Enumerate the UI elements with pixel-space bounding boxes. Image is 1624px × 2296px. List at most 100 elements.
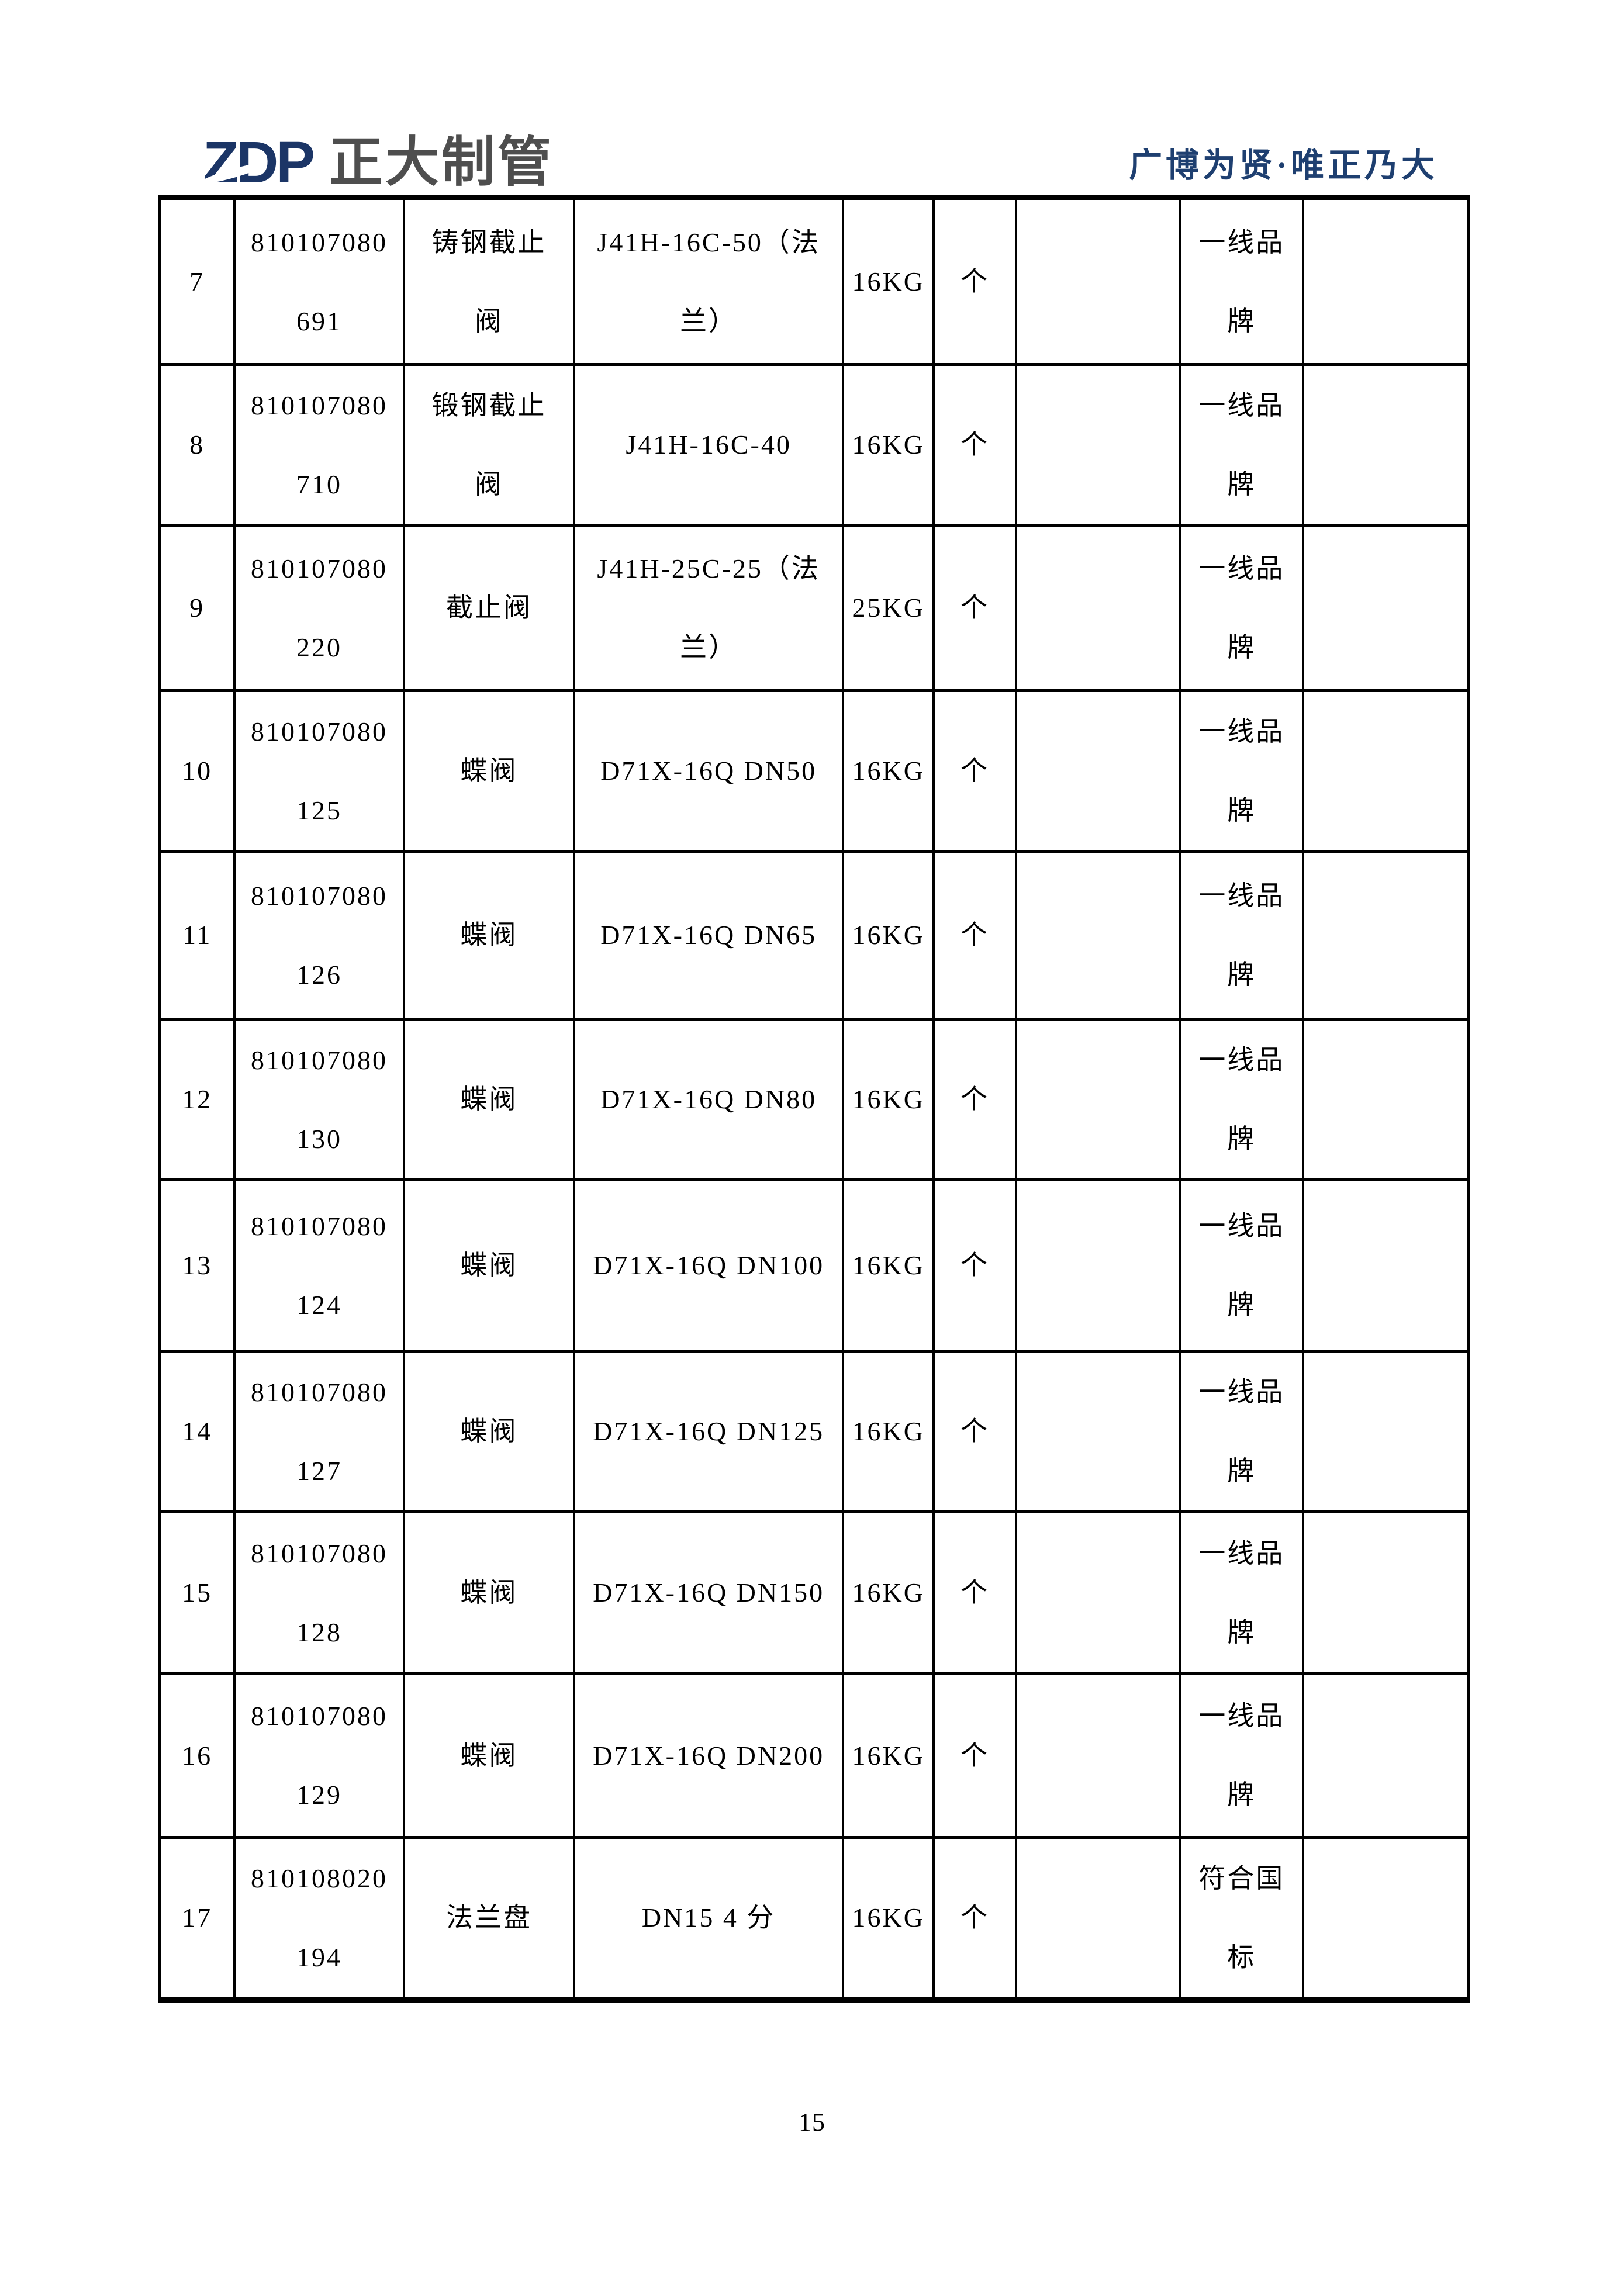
row-number-cell-text: 8	[189, 430, 205, 459]
spec-cell: D71X-16Q DN80	[573, 1017, 845, 1181]
brand-requirement-cell-text: 一线品	[1198, 880, 1285, 911]
pressure-rating-cell-text: 16KG	[852, 1578, 925, 1607]
material-code-cell-text: 810107080	[250, 1377, 388, 1407]
empty-cell-1	[1014, 362, 1181, 527]
brand-requirement-cell-text: 牌	[1227, 632, 1256, 662]
material-code-cell-text: 127	[296, 1455, 342, 1486]
brand-requirement-cell-text: 标	[1227, 1942, 1256, 1972]
item-name-cell: 铸钢截止阀	[402, 196, 576, 366]
empty-cell-1	[1014, 1835, 1181, 2001]
unit-cell: 个	[932, 1017, 1017, 1181]
item-name-cell-text: 蝶阀	[460, 920, 518, 950]
material-code-cell-text: 129	[296, 1780, 342, 1810]
unit-cell: 个	[932, 689, 1017, 853]
material-code-cell-text: 810107080	[250, 553, 388, 583]
empty-cell-2	[1302, 1017, 1470, 1181]
empty-cell-2	[1302, 362, 1470, 527]
item-name-cell-text: 蝶阀	[460, 1578, 518, 1607]
brand-requirement-cell: 一线品牌	[1179, 1349, 1305, 1513]
pressure-rating-cell-text: 25KG	[852, 593, 925, 623]
empty-cell-1	[1014, 196, 1181, 366]
brand-requirement-cell: 一线品牌	[1179, 196, 1305, 366]
spec-cell: D71X-16Q DN65	[573, 849, 845, 1021]
brand-requirement-cell: 一线品牌	[1179, 1510, 1305, 1675]
brand-requirement-cell: 一线品牌	[1179, 1017, 1305, 1181]
brand-requirement-cell-text: 牌	[1227, 1289, 1256, 1320]
item-name-cell: 蝶阀	[402, 1017, 576, 1181]
item-name-cell-text: 截止阀	[445, 593, 532, 623]
table-row: 15 810107080 128 蝶阀 D71X-16Q DN150 16KG 个 一线品牌	[158, 1510, 1470, 1675]
spec-cell-text: DN15 4 分	[641, 1903, 776, 1932]
material-code-cell: 810107080 129	[233, 1672, 405, 1839]
spec-cell: D71X-16Q DN125	[573, 1349, 845, 1513]
item-name-cell-text: 阀	[474, 306, 503, 336]
brand-requirement-cell-text: 一线品	[1198, 1538, 1285, 1568]
unit-cell: 个	[932, 362, 1017, 527]
empty-cell-2	[1302, 1178, 1470, 1353]
empty-cell-1	[1014, 689, 1181, 853]
brand-requirement-cell-text: 一线品	[1198, 1211, 1285, 1241]
spec-cell: J41H-16C-40	[573, 362, 845, 527]
item-name-cell-text: 蝶阀	[460, 1740, 518, 1771]
brand-requirement-cell: 一线品牌	[1179, 689, 1305, 853]
row-number-cell: 8	[158, 362, 236, 527]
brand-requirement-cell: 一线品牌	[1179, 849, 1305, 1021]
unit-cell: 个	[932, 849, 1017, 1021]
brand-requirement-cell: 一线品牌	[1179, 362, 1305, 527]
item-name-cell: 蝶阀	[402, 1178, 576, 1353]
material-code-cell: 810107080 710	[233, 362, 405, 527]
spec-cell-text: D71X-16Q DN125	[593, 1416, 825, 1446]
empty-cell-2	[1302, 523, 1470, 692]
row-number-cell-text: 12	[182, 1084, 213, 1114]
unit-cell-text: 个	[960, 1250, 989, 1280]
spec-cell-text: J41H-25C-25（法	[597, 553, 820, 583]
table-row: 11 810107080 126 蝶阀 D71X-16Q DN65 16KG 个 一线品牌	[158, 849, 1470, 1021]
item-name-cell: 锻钢截止阀	[402, 362, 576, 527]
row-number-cell-text: 15	[182, 1578, 213, 1607]
unit-cell-text: 个	[960, 593, 989, 623]
row-number-cell-text: 16	[182, 1740, 213, 1771]
pressure-rating-cell-text: 16KG	[852, 267, 925, 297]
material-code-cell-text: 130	[296, 1123, 342, 1154]
pressure-rating-cell-text: 16KG	[852, 1084, 925, 1114]
material-code-cell-text: 691	[296, 306, 342, 336]
spec-cell-text: J41H-16C-50（法	[597, 227, 820, 257]
unit-cell-text: 个	[960, 1578, 989, 1607]
spec-cell: D71X-16Q DN200	[573, 1672, 845, 1839]
spec-cell: D71X-16Q DN100	[573, 1178, 845, 1353]
empty-cell-2	[1302, 1349, 1470, 1513]
page-header: ZDP 正大制管 广博为贤·唯正乃大	[0, 0, 1624, 195]
table-row: 9 810107080 220 截止阀 J41H-25C-25（法 兰） 25KG 个一线品牌	[158, 523, 1470, 692]
pressure-rating-cell: 16KG	[842, 1178, 935, 1353]
unit-cell: 个	[932, 1672, 1017, 1839]
item-name-cell: 蝶阀	[402, 1349, 576, 1513]
pressure-rating-cell-text: 16KG	[852, 756, 925, 786]
row-number-cell: 17	[158, 1835, 236, 2001]
material-code-cell: 810107080 220	[233, 523, 405, 692]
unit-cell-text: 个	[960, 267, 989, 297]
empty-cell-1	[1014, 849, 1181, 1021]
material-code-cell-text: 126	[296, 959, 342, 990]
material-code-cell-text: 125	[296, 795, 342, 825]
pressure-rating-cell-text: 16KG	[852, 1740, 925, 1771]
brand-requirement-cell-text: 牌	[1227, 795, 1256, 825]
item-name-cell: 截止阀	[402, 523, 576, 692]
unit-cell: 个	[932, 196, 1017, 366]
brand-requirement-cell-text: 牌	[1227, 306, 1256, 336]
brand-requirement-cell-text: 牌	[1227, 1123, 1256, 1154]
empty-cell-1	[1014, 523, 1181, 692]
table-row: 7 810107080 691 铸钢截止阀 J41H-16C-50（法 兰） 16KG 个一线…	[158, 196, 1470, 366]
material-code-cell-text: 810108020	[250, 1863, 388, 1893]
row-number-cell-text: 13	[182, 1250, 213, 1280]
material-code-cell: 810107080 128	[233, 1510, 405, 1675]
pressure-rating-cell: 16KG	[842, 689, 935, 853]
material-code-cell: 810107080 691	[233, 196, 405, 366]
table-row: 17 810108020 194 法兰盘 DN15 4 分 16KG 个 符合国标	[158, 1835, 1470, 2001]
material-code-cell-text: 810107080	[250, 227, 388, 257]
pressure-rating-cell: 16KG	[842, 362, 935, 527]
company-logo: ZDP 正大制管	[198, 133, 554, 192]
pressure-rating-cell: 16KG	[842, 196, 935, 366]
brand-requirement-cell-text: 一线品	[1198, 227, 1285, 257]
row-number-cell-text: 11	[182, 920, 212, 950]
